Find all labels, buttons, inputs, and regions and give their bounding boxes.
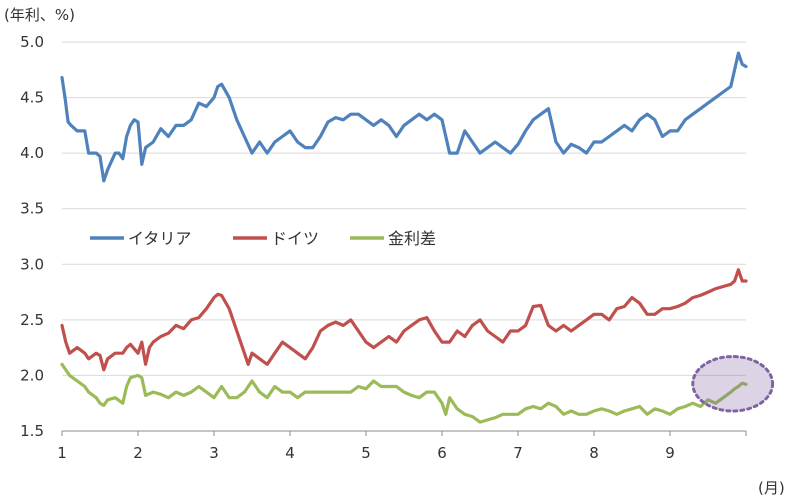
y-tick-label: 3.5 (20, 200, 44, 218)
y-tick-label: 1.5 (20, 422, 44, 440)
highlight-ellipse (691, 355, 775, 413)
x-tick-label: 9 (665, 444, 675, 462)
gridlines (62, 41, 746, 376)
y-tick-label: 2.5 (20, 311, 44, 329)
x-unit-label: (月) (758, 479, 785, 497)
x-tick-label: 6 (437, 444, 447, 462)
x-tick-label: 5 (361, 444, 371, 462)
x-tick-label: 8 (589, 444, 599, 462)
y-unit-label: (年利、%) (4, 6, 75, 24)
y-tick-label: 5.0 (20, 33, 44, 51)
x-tick-label: 3 (209, 444, 219, 462)
legend-label-2: 金利差 (388, 229, 436, 248)
x-axis: 1 2 3 4 5 6 7 8 9 (57, 430, 747, 462)
series-lines (60, 51, 748, 424)
highlight-region (691, 355, 775, 413)
y-tick-label: 4.5 (20, 89, 44, 107)
y-tick-label: 2.0 (20, 366, 44, 384)
y-tick-label: 3.0 (20, 255, 44, 273)
x-tick-label: 4 (285, 444, 295, 462)
series-line-2 (60, 362, 748, 424)
legend-label-0: イタリア (128, 229, 191, 248)
series-line-0 (60, 51, 748, 183)
legend: イタリア ドイツ 金利差 (90, 229, 436, 248)
y-tick-label: 4.0 (20, 144, 44, 162)
legend-label-1: ドイツ (271, 229, 319, 248)
x-tick-label: 7 (513, 444, 523, 462)
series-line-1 (60, 268, 748, 372)
x-tick-label: 1 (57, 444, 67, 462)
x-tick-label: 2 (133, 444, 143, 462)
y-axis-ticks: 5.0 4.5 4.0 3.5 3.0 2.5 2.0 1.5 (20, 33, 44, 440)
